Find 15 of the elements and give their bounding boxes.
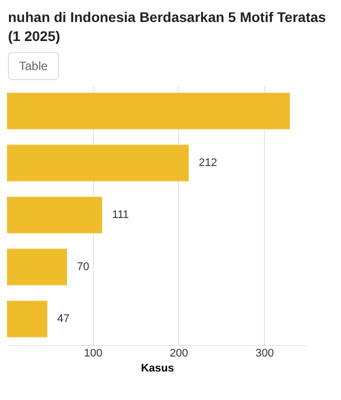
data-label: 47 [57,312,70,325]
text: Table [8,52,59,80]
bar [7,144,189,181]
data-label: 111 [112,208,129,221]
x-tick-label: 300 [255,347,274,360]
bar [7,248,67,285]
data-label: 212 [198,156,218,169]
x-tick-label: 200 [170,347,188,360]
bar [7,196,102,233]
bar [7,92,290,129]
x-axis-title: Kasus [140,362,174,374]
x-tick-label: 100 [84,347,102,360]
data-label: 70 [77,260,90,273]
bar [7,300,48,337]
chart-title: nuhan di Indonesia Berdasarkan 5 Motif Teratas (1 2025) [8,8,327,46]
